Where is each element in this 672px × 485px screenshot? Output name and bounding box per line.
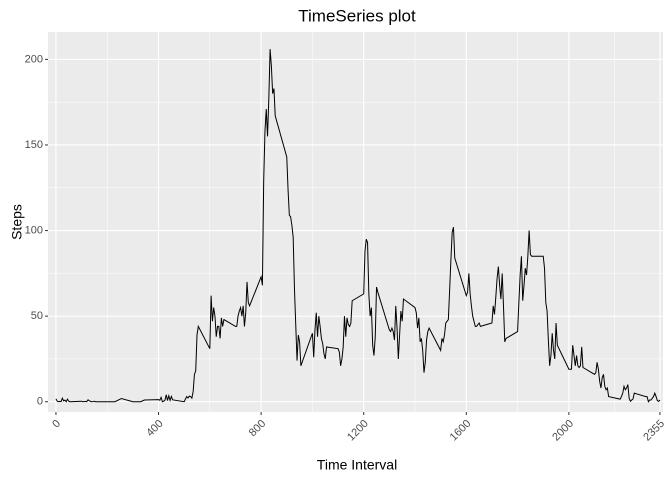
y-tick-label: 100 bbox=[25, 224, 43, 236]
x-tick-label: 1200 bbox=[345, 418, 371, 444]
x-tick-label: 2000 bbox=[550, 418, 576, 444]
x-tick-label: 400 bbox=[144, 418, 165, 439]
x-axis-title: Time Interval bbox=[317, 457, 397, 473]
chart-title: TimeSeries plot bbox=[298, 6, 416, 25]
y-tick-label: 50 bbox=[31, 310, 43, 322]
y-tick-label: 150 bbox=[25, 139, 43, 151]
x-tick-label: 0 bbox=[50, 418, 63, 431]
y-tick-label: 0 bbox=[37, 396, 43, 408]
y-axis-title: Steps bbox=[9, 204, 25, 240]
x-tick-label: 800 bbox=[247, 418, 268, 439]
x-tick-label: 1600 bbox=[448, 418, 474, 444]
series-line bbox=[55, 49, 661, 403]
y-tick-label: 200 bbox=[25, 53, 43, 65]
plot-panel bbox=[48, 32, 663, 412]
x-tick-label: 2355 bbox=[641, 418, 667, 444]
